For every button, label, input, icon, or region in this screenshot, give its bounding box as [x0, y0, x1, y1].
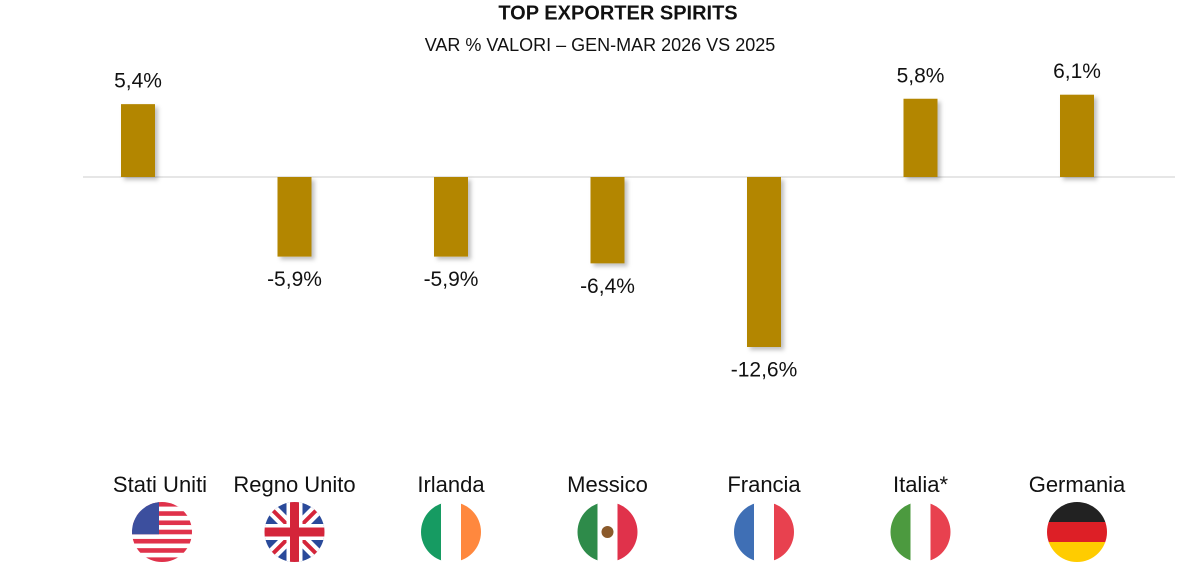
bar	[747, 177, 781, 347]
flag	[264, 502, 325, 562]
flag	[734, 502, 794, 562]
category-label: Irlanda	[417, 472, 485, 497]
flag-stripe	[421, 502, 442, 562]
value-label: -5,9%	[267, 268, 322, 291]
category-label: Italia*	[893, 472, 948, 497]
flag-stripe	[132, 506, 192, 512]
bar	[903, 98, 938, 177]
flag-stripe	[461, 502, 481, 562]
flag-stripe	[132, 548, 192, 554]
flag-stripe	[132, 534, 192, 540]
value-label: 6,1%	[1053, 60, 1101, 83]
flag	[890, 502, 951, 562]
bar	[590, 177, 625, 264]
flag-stripe	[132, 529, 192, 535]
value-label: -5,9%	[424, 268, 479, 291]
flag-stripe	[734, 502, 755, 562]
flag	[1047, 502, 1107, 562]
flag-stripe	[132, 543, 192, 549]
flag-stripe	[754, 502, 775, 562]
flag	[421, 502, 481, 562]
category-label: Stati Uniti	[113, 472, 207, 497]
category-label: Regno Unito	[233, 472, 355, 497]
value-label: 5,4%	[114, 70, 162, 93]
bar	[1060, 94, 1094, 177]
value-label: -12,6%	[731, 359, 798, 382]
bar	[121, 104, 155, 177]
chart-subtitle: VAR % VALORI – GEN-MAR 2026 VS 2025	[425, 35, 775, 55]
flag-stripe	[1047, 522, 1107, 543]
value-label: -6,4%	[580, 275, 635, 298]
flag-cross	[264, 502, 325, 562]
flag-stripe	[132, 511, 192, 517]
category-label: Germania	[1029, 472, 1126, 497]
flag	[577, 502, 638, 562]
category-label: Francia	[727, 472, 801, 497]
flag-stripe	[910, 502, 931, 562]
flag-stripe	[132, 502, 192, 507]
flag-stripe	[132, 525, 192, 530]
flag-stripe	[930, 502, 951, 562]
flag-stripe	[1047, 502, 1107, 523]
flag-stripe	[132, 520, 192, 526]
flag-stripe	[132, 557, 192, 562]
flag-stripe	[132, 515, 192, 521]
flag-stripe	[132, 552, 192, 558]
flag-stripe	[774, 502, 794, 562]
flag-stripe	[132, 538, 192, 544]
bar	[434, 177, 468, 257]
flag-stripe	[441, 502, 462, 562]
chart-title: TOP EXPORTER SPIRITS	[498, 2, 737, 24]
flag-emblem	[601, 526, 614, 538]
flag	[132, 502, 192, 562]
flag-canton	[132, 502, 159, 535]
category-label: Messico	[567, 472, 648, 497]
flag-stripe	[890, 502, 911, 562]
flag-stripe	[577, 502, 598, 562]
bar	[277, 177, 312, 257]
value-label: 5,8%	[897, 64, 945, 87]
flag-stripe	[617, 502, 638, 562]
flag-stripe	[1047, 542, 1107, 562]
